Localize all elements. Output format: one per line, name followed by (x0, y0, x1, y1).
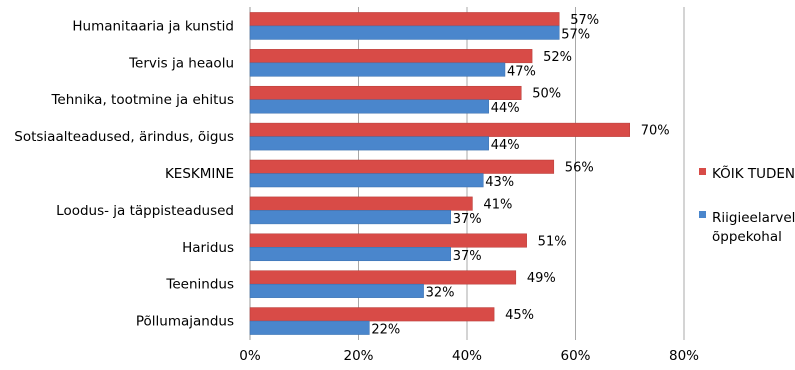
bar-koik-tudengid (249, 159, 555, 174)
category-label: Sotsiaalteadused, ärindus, õigus (14, 129, 234, 145)
bar-riigieelarvelisel (249, 62, 506, 77)
data-label: 32% (426, 286, 455, 301)
x-axis-ticks: 0% 20% 40% 60% 80% (239, 348, 699, 364)
data-label: 50% (532, 87, 561, 102)
data-label: 57% (561, 27, 590, 42)
data-label: 45% (505, 308, 534, 323)
legend-label: õppekohal (712, 229, 782, 245)
x-tick-label: 60% (560, 348, 590, 364)
bar-riigieelarvelisel (249, 99, 489, 114)
bar-koik-tudengid (249, 270, 517, 285)
bar-koik-tudengid (249, 49, 533, 64)
bar-koik-tudengid (249, 307, 495, 322)
data-label: 41% (483, 197, 512, 212)
bar-riigieelarvelisel (249, 173, 484, 188)
legend-swatch-koik-tudengid (699, 168, 706, 175)
data-label: 70% (641, 124, 670, 139)
bar-riigieelarvelisel (249, 210, 451, 225)
bar-riigieelarvelisel (249, 247, 451, 262)
legend-label: KÕIK TUDENGID (712, 165, 795, 182)
category-labels: Humanitaaria ja kunstid Tervis ja heaolu T… (14, 18, 234, 329)
data-label: 44% (491, 101, 520, 116)
bar-koik-tudengid (249, 196, 473, 211)
data-label: 51% (538, 234, 567, 249)
value-labels: 57%57%52%47%50%44%70%44%56%43%41%37%51%3… (371, 13, 669, 338)
category-label: KESKMINE (165, 166, 234, 182)
legend-label: Riigieelarvelisel (712, 210, 795, 226)
bar-koik-tudengid (249, 122, 630, 137)
data-label: 37% (453, 249, 482, 264)
data-label: 47% (507, 64, 536, 79)
data-label: 37% (453, 212, 482, 227)
bar-koik-tudengid (249, 233, 527, 248)
data-label: 49% (527, 271, 556, 286)
x-tick-label: 40% (452, 348, 482, 364)
x-tick-label: 0% (239, 348, 261, 364)
legend-swatch-riigieelarvelisel (699, 211, 706, 218)
category-label: Tehnika, tootmine ja ehitus (50, 92, 234, 108)
category-label: Teenindus (165, 277, 234, 293)
data-label: 43% (485, 175, 514, 190)
bar-koik-tudengid (249, 12, 560, 27)
legend: KÕIK TUDENGID Riigieelarvelisel õppekohal (699, 165, 795, 245)
bars (249, 12, 630, 335)
bar-koik-tudengid (249, 85, 522, 100)
category-label: Tervis ja heaolu (128, 55, 234, 71)
data-label: 44% (491, 138, 520, 153)
data-label: 57% (570, 13, 599, 28)
data-label: 22% (371, 323, 400, 338)
bar-riigieelarvelisel (249, 25, 560, 40)
category-label: Põllumajandus (136, 314, 234, 330)
bar-riigieelarvelisel (249, 320, 370, 335)
x-tick-label: 20% (343, 348, 373, 364)
bar-riigieelarvelisel (249, 136, 489, 151)
x-tick-label: 80% (669, 348, 699, 364)
data-label: 56% (565, 161, 594, 176)
category-label: Humanitaaria ja kunstid (72, 18, 234, 34)
bar-riigieelarvelisel (249, 283, 424, 298)
category-label: Haridus (182, 240, 234, 256)
data-label: 52% (543, 50, 572, 65)
category-label: Loodus- ja täppisteadused (56, 203, 234, 219)
